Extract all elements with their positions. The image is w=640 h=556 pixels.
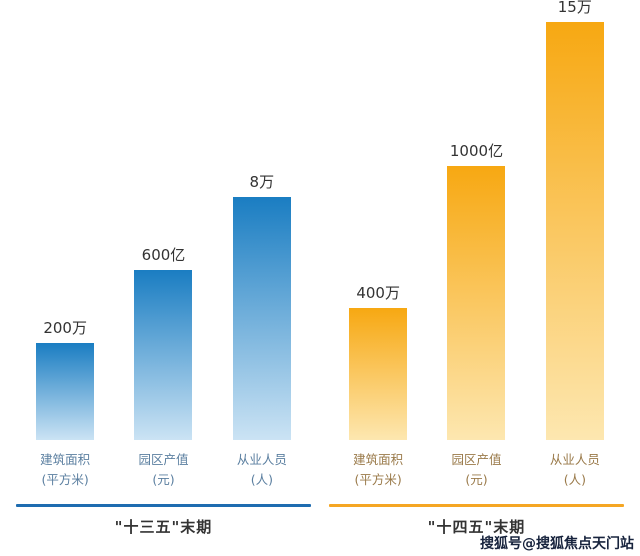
- bar-column-building-area: 200万: [16, 317, 114, 440]
- category-label: 建筑面积 (平方米): [16, 450, 114, 490]
- bar-park-output: [447, 166, 506, 440]
- bar-value-label: 200万: [43, 319, 87, 337]
- category-unit: (人): [250, 472, 273, 487]
- category-unit: (元): [465, 472, 488, 487]
- bar-park-output: [134, 270, 193, 440]
- category-unit: (元): [152, 472, 175, 487]
- bar-column-employees: 8万: [213, 171, 311, 440]
- bar-value-label: 600亿: [141, 246, 186, 264]
- bar-value-label: 1000亿: [449, 142, 504, 160]
- bar-value-label: 400万: [356, 284, 400, 302]
- category-name: 园区产值: [451, 452, 502, 467]
- group-13th-category-labels: 建筑面积 (平方米) 园区产值 (元) 从业人员 (人): [16, 450, 311, 490]
- watermark-text: 搜狐号@搜狐焦点天门站: [480, 536, 634, 552]
- bar-column-park-output: 600亿: [114, 244, 212, 440]
- category-name: 从业人员: [549, 452, 600, 467]
- category-label: 园区产值 (元): [427, 450, 525, 490]
- bar-value-label: 8万: [249, 173, 275, 191]
- bar-column-employees: 15万: [526, 0, 624, 440]
- category-name: 从业人员: [236, 452, 287, 467]
- bar-building-area: [36, 343, 95, 440]
- category-label: 从业人员 (人): [526, 450, 624, 490]
- group-13th-five: 200万 600亿 8万 建筑面积 (平方米) 园区产值: [16, 0, 311, 537]
- category-label: 园区产值 (元): [114, 450, 212, 490]
- bar-column-park-output: 1000亿: [427, 140, 525, 440]
- category-name: 建筑面积: [353, 452, 404, 467]
- bar-building-area: [349, 308, 408, 440]
- category-label: 从业人员 (人): [213, 450, 311, 490]
- category-unit: (平方米): [41, 472, 89, 487]
- group-13th-label: "十三五"末期: [114, 518, 213, 536]
- group-14th-category-labels: 建筑面积 (平方米) 园区产值 (元) 从业人员 (人): [329, 450, 624, 490]
- bar-value-label: 15万: [557, 0, 592, 16]
- chart-groups: 200万 600亿 8万 建筑面积 (平方米) 园区产值: [16, 0, 624, 537]
- group-13th-bars: 200万 600亿 8万: [16, 0, 311, 440]
- bar-column-building-area: 400万: [329, 282, 427, 440]
- group-14th-five: 400万 1000亿 15万 建筑面积 (平方米) 园区产值: [329, 0, 624, 537]
- group-13th-underline: [16, 504, 311, 507]
- category-name: 园区产值: [138, 452, 189, 467]
- bar-employees: [232, 197, 291, 440]
- category-name: 建筑面积: [40, 452, 91, 467]
- group-14th-label: "十四五"末期: [427, 518, 526, 536]
- group-14th-underline: [329, 504, 624, 507]
- category-unit: (人): [563, 472, 586, 487]
- category-unit: (平方米): [354, 472, 402, 487]
- group-14th-bars: 400万 1000亿 15万: [329, 0, 624, 440]
- category-label: 建筑面积 (平方米): [329, 450, 427, 490]
- bar-employees: [545, 22, 604, 440]
